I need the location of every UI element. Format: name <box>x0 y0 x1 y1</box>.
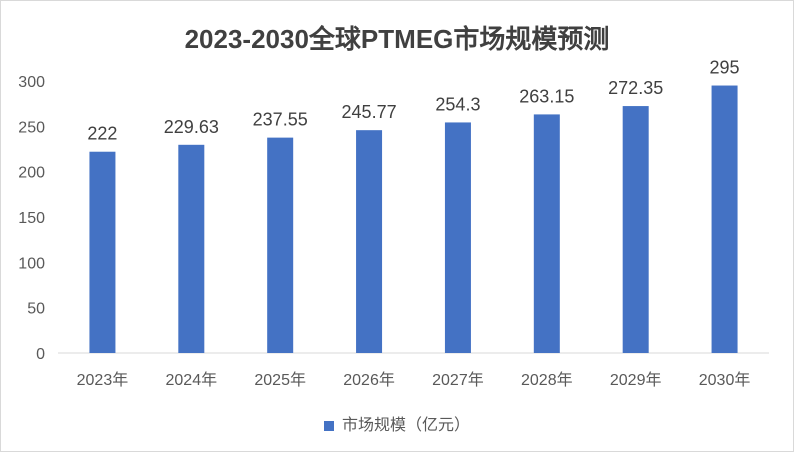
bar <box>711 85 738 354</box>
y-tick-label: 200 <box>18 165 45 182</box>
y-tick-label: 250 <box>18 119 45 136</box>
legend: 市场规模（亿元） <box>1 411 793 435</box>
y-tick-label: 100 <box>18 255 45 272</box>
legend-label: 市场规模（亿元） <box>341 417 470 434</box>
x-tick-label: 2023年 <box>77 371 129 389</box>
y-tick-label: 0 <box>36 346 45 363</box>
data-label: 245.77 <box>342 102 397 122</box>
x-tick-label: 2029年 <box>610 371 662 389</box>
data-label: 222 <box>87 124 117 144</box>
x-tick-label: 2030年 <box>699 371 751 389</box>
bar <box>533 114 560 353</box>
y-tick-label: 150 <box>18 210 45 227</box>
y-tick-label: 300 <box>18 74 45 91</box>
data-label: 295 <box>710 58 740 78</box>
bar <box>89 151 116 353</box>
data-label: 254.3 <box>435 94 480 114</box>
x-tick-label: 2025年 <box>254 371 306 389</box>
data-label: 263.15 <box>519 86 574 106</box>
x-tick-label: 2024年 <box>166 371 218 389</box>
bar <box>267 137 294 353</box>
x-tick-label: 2027年 <box>432 371 484 389</box>
data-label: 237.55 <box>253 110 308 130</box>
data-label: 229.63 <box>164 117 219 137</box>
data-label: 272.35 <box>608 78 663 98</box>
bar <box>444 122 471 354</box>
bar <box>622 106 649 353</box>
legend-swatch <box>323 420 334 431</box>
bar <box>178 144 205 353</box>
bar <box>356 130 383 353</box>
x-tick-label: 2026年 <box>343 371 395 389</box>
x-tick-label: 2028年 <box>521 371 573 389</box>
chart-title: 2023-2030全球PTMEG市场规模预测 <box>184 24 610 54</box>
y-tick-label: 50 <box>27 301 45 318</box>
